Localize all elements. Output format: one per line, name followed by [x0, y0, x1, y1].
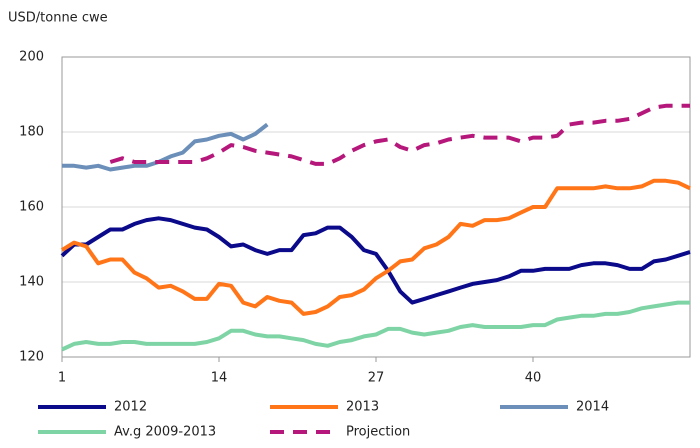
series-line [62, 122, 269, 172]
x-tick-label: 14 [211, 371, 228, 386]
series-line [61, 300, 690, 352]
x-tick-label: 40 [525, 371, 542, 386]
legend-label: 2013 [346, 400, 379, 415]
y-tick-label: 140 [19, 275, 44, 290]
series-line [60, 216, 691, 305]
x-tick-label: 1 [58, 371, 66, 386]
y-tick-label: 180 [19, 125, 44, 140]
legend-label: 2012 [114, 400, 147, 415]
series-line [109, 103, 690, 166]
plot-frame [61, 56, 691, 358]
y-tick-label: 160 [19, 200, 44, 215]
legend-label: Av.g 2009-2013 [114, 425, 216, 440]
x-tick-label: 27 [368, 371, 385, 386]
legend-label: 2014 [576, 400, 609, 415]
y-tick-label: 200 [19, 50, 44, 65]
y-tick-label: 120 [19, 350, 44, 365]
legend-label: Projection [346, 425, 410, 440]
y-axis-label: USD/tonne cwe [8, 11, 108, 26]
series-line [60, 178, 691, 316]
